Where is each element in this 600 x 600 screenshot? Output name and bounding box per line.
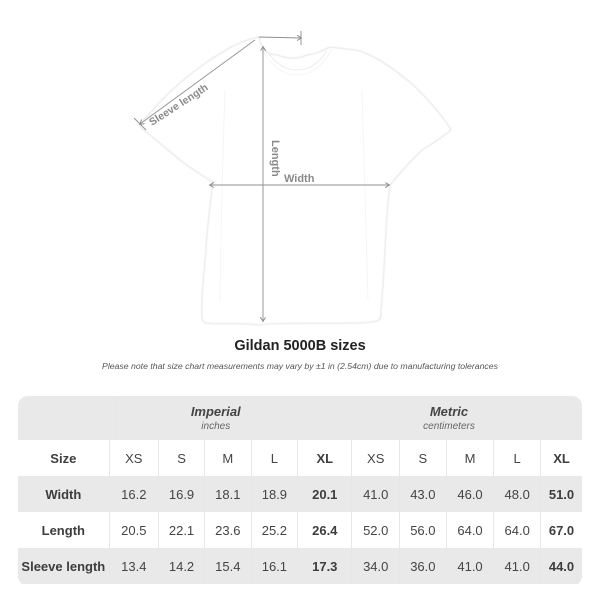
svg-text:Length: Length: [269, 140, 281, 177]
svg-text:Width: Width: [284, 173, 315, 185]
